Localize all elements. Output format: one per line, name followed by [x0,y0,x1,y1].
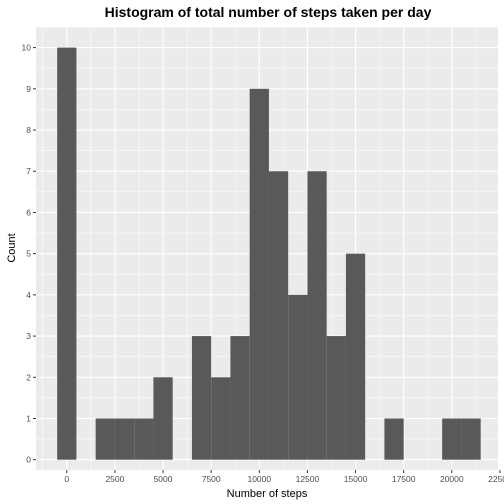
chart-title: Histogram of total number of steps taken… [105,4,432,20]
x-tick-label: 0 [64,474,69,484]
y-tick-label: 4 [26,290,31,300]
histogram-bar [134,418,154,460]
x-axis-ticks: 0 2500 5000 7500 10000 12500 15000 17500 20000 22… [64,470,504,484]
histogram-bar [57,47,77,460]
histogram-bar [461,418,481,460]
histogram-bar [211,377,231,460]
y-tick-label: 5 [26,249,31,259]
minor-gridlines [36,26,498,470]
x-tick-label: 2500 [105,474,124,484]
x-tick-label: 22500 [488,474,504,484]
histogram-bar [95,418,115,460]
y-tick-label: 8 [26,125,31,135]
histogram-bar [249,88,269,460]
histogram-bar [230,336,250,460]
x-tick-label: 17500 [392,474,416,484]
histogram-bar [191,336,212,460]
x-tick-label: 20000 [440,474,464,484]
x-tick-label: 5000 [154,474,173,484]
histogram-bar [307,171,327,460]
histogram-bar [326,336,346,460]
y-tick-label: 9 [26,84,31,94]
histogram-bar [345,253,366,460]
y-tick-label: 1 [26,413,31,423]
y-tick-label: 2 [26,372,31,382]
histogram-bar [114,418,135,460]
x-tick-label: 7500 [202,474,221,484]
histogram-bar [442,418,462,460]
histogram-bars [57,47,481,460]
histogram-bar [288,294,308,460]
y-tick-label: 3 [26,331,31,341]
x-tick-label: 15000 [344,474,368,484]
x-tick-label: 10000 [247,474,271,484]
y-tick-label: 0 [26,455,31,465]
y-tick-label: 7 [26,166,31,176]
x-axis-label: Number of steps [227,488,308,500]
histogram-bar [268,171,289,460]
x-tick-label: 12500 [296,474,320,484]
y-axis-label: Count [6,233,18,262]
y-axis-ticks: 0 1 2 3 4 5 6 7 8 9 10 [22,43,36,465]
y-tick-label: 6 [26,207,31,217]
histogram-bar [153,377,173,460]
y-tick-label: 10 [22,43,32,53]
histogram-bar [384,418,404,460]
